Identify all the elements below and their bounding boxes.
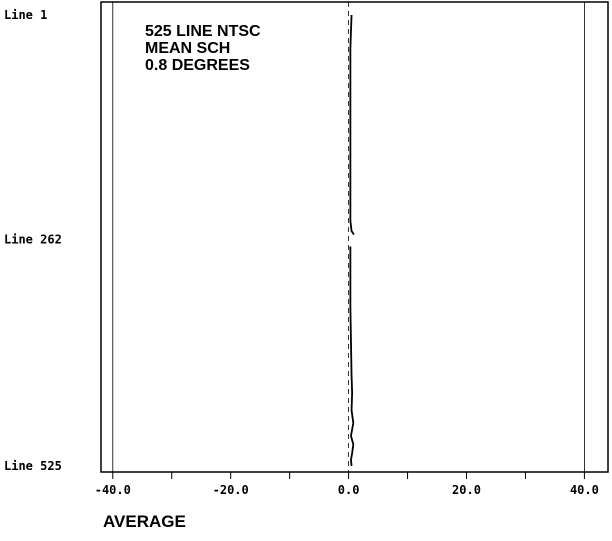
plot-frame (100, 1, 609, 473)
sch-trace-segment (349, 246, 355, 467)
reference-lines (112, 2, 585, 472)
x-tick-label: -40.0 (95, 483, 131, 497)
annotation-line: MEAN SCH (145, 40, 230, 57)
x-tick-labels: -40.0 -20.0 0.0 20.0 40.0 (95, 483, 599, 497)
y-tick-labels: Line 1 Line 262 Line 525 (4, 8, 62, 473)
annotation-line: 0.8 DEGREES (145, 57, 250, 74)
y-tick-label: Line 1 (4, 8, 47, 22)
x-tick-label: -20.0 (213, 483, 249, 497)
series-layer (349, 14, 355, 467)
x-tick-marks (112, 472, 585, 479)
x-axis-label: AVERAGE (103, 512, 186, 531)
x-tick-label: 0.0 (338, 483, 360, 497)
y-tick-label: Line 262 (4, 233, 62, 247)
annotation-line: 525 LINE NTSC (145, 23, 261, 40)
x-tick-label: 40.0 (570, 483, 599, 497)
x-tick-label: 20.0 (452, 483, 481, 497)
sch-trace-segment (349, 14, 355, 235)
y-tick-label: Line 525 (4, 459, 62, 473)
